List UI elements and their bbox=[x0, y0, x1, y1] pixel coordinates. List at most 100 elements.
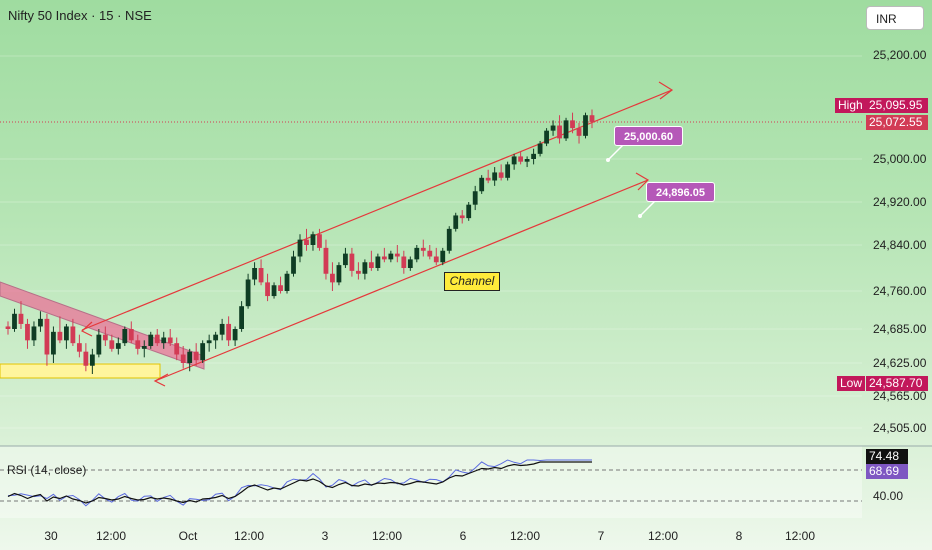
candle bbox=[537, 140, 543, 157]
candle bbox=[407, 256, 413, 271]
x-tick-label: 30 bbox=[44, 529, 58, 543]
candle-body bbox=[362, 262, 368, 274]
candle-body bbox=[232, 329, 238, 341]
candle bbox=[531, 148, 536, 165]
candle bbox=[291, 250, 296, 277]
candle bbox=[485, 169, 491, 184]
candle bbox=[356, 262, 361, 280]
candle-body bbox=[485, 177, 491, 181]
candle-body bbox=[122, 329, 128, 344]
candle bbox=[375, 253, 381, 271]
x-tick-label: 12:00 bbox=[784, 529, 816, 543]
candle bbox=[161, 331, 167, 349]
candle-body bbox=[356, 270, 361, 274]
candle-body bbox=[57, 331, 63, 341]
y-tick-label: 25,200.00 bbox=[873, 48, 927, 62]
candle-body bbox=[414, 247, 420, 260]
chart-title: Nifty 50 Index · 15 · NSE bbox=[8, 8, 152, 23]
candle-body bbox=[557, 125, 562, 139]
candle-body bbox=[459, 215, 465, 219]
candle bbox=[310, 231, 316, 251]
candle bbox=[362, 259, 368, 280]
channel-upper-line bbox=[81, 89, 673, 331]
candle bbox=[304, 228, 309, 251]
candle-body bbox=[141, 346, 147, 349]
candle-body bbox=[330, 273, 335, 283]
candle bbox=[505, 161, 511, 181]
candle-body bbox=[265, 282, 270, 297]
candle bbox=[446, 226, 452, 254]
candle bbox=[317, 228, 322, 251]
candle bbox=[492, 167, 498, 186]
candle bbox=[232, 326, 238, 346]
candle bbox=[83, 343, 89, 372]
candle-body bbox=[187, 351, 193, 363]
candle bbox=[330, 262, 335, 291]
x-tick-label: Oct bbox=[178, 529, 198, 543]
candle-body bbox=[25, 323, 30, 341]
candle bbox=[511, 153, 517, 170]
candle-body bbox=[128, 329, 134, 341]
candle bbox=[284, 270, 290, 294]
x-tick-label: 12:00 bbox=[233, 529, 265, 543]
candle bbox=[239, 301, 244, 332]
candle-body bbox=[38, 318, 43, 327]
candle-body bbox=[394, 253, 400, 257]
candle bbox=[245, 273, 251, 309]
candle-body bbox=[310, 234, 316, 245]
candle bbox=[420, 239, 426, 257]
candle-body bbox=[18, 313, 24, 324]
candle-body bbox=[433, 256, 439, 263]
candle-body bbox=[570, 120, 575, 129]
x-tick-label: 7 bbox=[597, 529, 605, 543]
channel-label[interactable]: Channel bbox=[444, 272, 500, 291]
candle-body bbox=[401, 256, 407, 268]
candle bbox=[368, 250, 374, 271]
candle-body bbox=[83, 351, 89, 366]
candle bbox=[141, 340, 147, 358]
candle-body bbox=[76, 343, 82, 352]
candle bbox=[433, 247, 439, 266]
candle-body bbox=[180, 354, 186, 363]
grid-lines bbox=[0, 55, 862, 429]
candle-body bbox=[518, 156, 524, 162]
candle-body bbox=[206, 340, 212, 344]
candle-body bbox=[472, 191, 478, 205]
candle bbox=[349, 247, 355, 277]
candle-body bbox=[479, 177, 485, 192]
candle bbox=[18, 301, 24, 329]
candle-body bbox=[304, 239, 309, 245]
candle-body bbox=[284, 273, 290, 291]
x-tick-label: 12:00 bbox=[95, 529, 127, 543]
rsi-ma-line bbox=[7, 461, 592, 504]
y-tick-label: 24,565.00 bbox=[873, 389, 927, 403]
candle-body bbox=[5, 326, 11, 329]
currency-button[interactable]: INR bbox=[866, 6, 924, 30]
candle-body bbox=[51, 331, 56, 355]
candle-body bbox=[511, 156, 517, 165]
candle bbox=[25, 318, 30, 349]
candle-body bbox=[446, 228, 452, 251]
candle-body bbox=[375, 256, 381, 268]
candle-body bbox=[193, 351, 199, 361]
candle-body bbox=[219, 323, 225, 335]
candle bbox=[44, 313, 50, 366]
candle bbox=[128, 321, 134, 344]
upper-target-callout[interactable]: 25,000.60 bbox=[614, 126, 683, 146]
lower-target-callout[interactable]: 24,896.05 bbox=[646, 182, 715, 202]
candle bbox=[544, 128, 549, 147]
candle bbox=[583, 112, 588, 139]
candle-body bbox=[323, 247, 329, 274]
candle bbox=[427, 245, 433, 260]
y-tick-label: 24,625.00 bbox=[873, 356, 927, 370]
candle-body bbox=[31, 326, 37, 341]
candle-body bbox=[154, 334, 160, 344]
candle-body bbox=[297, 239, 303, 257]
candle bbox=[57, 316, 63, 344]
candle-body bbox=[589, 115, 595, 122]
candle-body bbox=[96, 334, 102, 355]
candle-body bbox=[550, 125, 556, 131]
candle bbox=[174, 337, 180, 361]
